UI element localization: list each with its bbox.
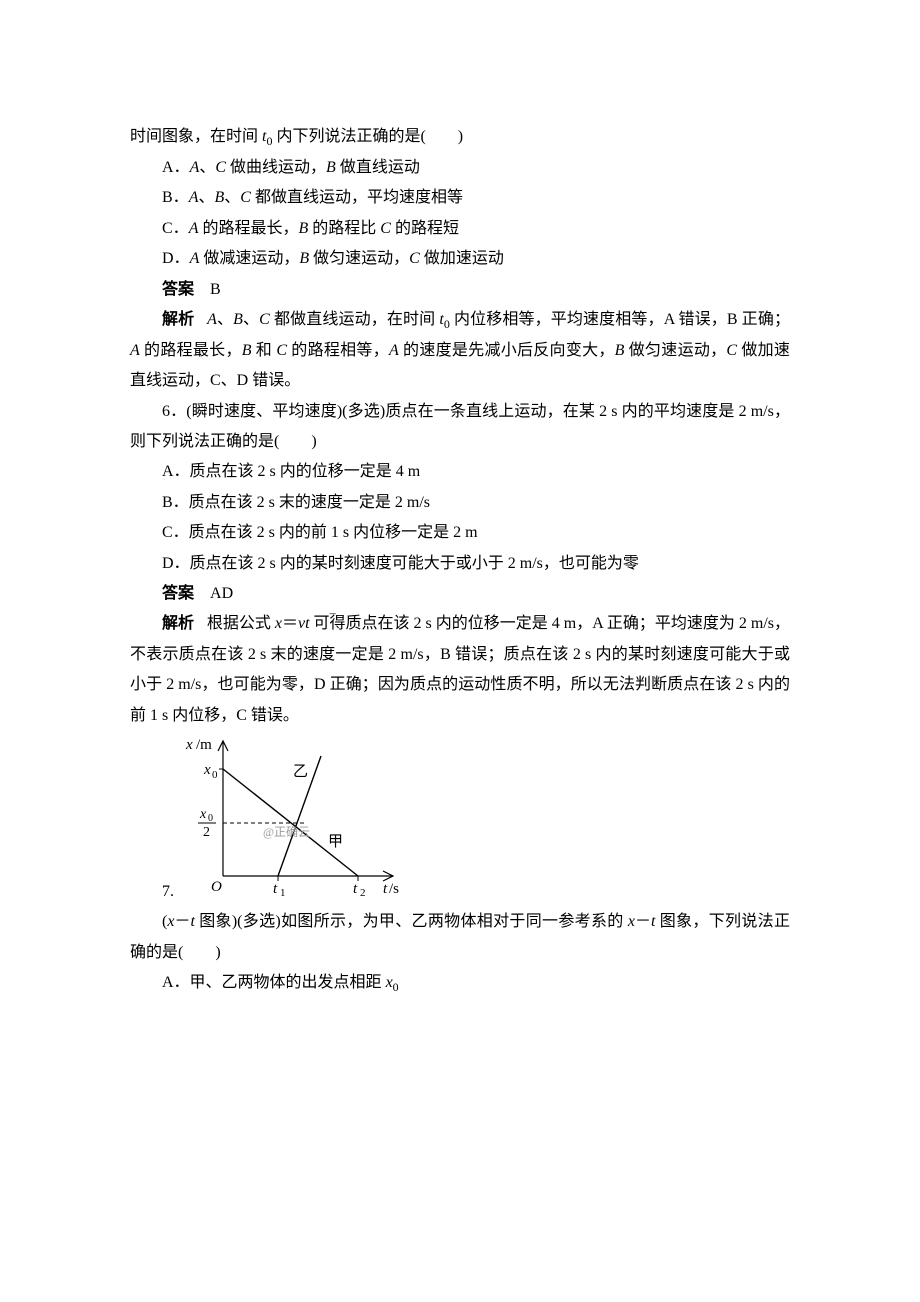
q6-option-c: C．质点在该 2 s 内的前 1 s 内位移一定是 2 m xyxy=(130,518,790,548)
text: 时间图象，在时间 t0 内下列说法正确的是( ) xyxy=(130,128,463,145)
q5-option-c: C．A 的路程最长，B 的路程比 C 的路程短 xyxy=(130,214,790,244)
q6-answer: 答案 AD xyxy=(130,579,790,609)
q6-option-d: D．质点在该 2 s 内的某时刻速度可能大于或小于 2 m/s，也可能为零 xyxy=(130,549,790,579)
q7-figure-row: x /m x 0 x 0 2 O t 1 t 2 t /s 乙 甲 @正确云 xyxy=(130,731,790,896)
q6-explain: 解析根据公式 x＝v‾t 可得质点在该 2 s 内的位移一定是 4 m，A 正确… xyxy=(130,609,790,731)
svg-text:2: 2 xyxy=(360,887,366,896)
svg-text:t: t xyxy=(383,881,388,896)
q6-option-b: B．质点在该 2 s 末的速度一定是 2 m/s xyxy=(130,488,790,518)
svg-text:/s: /s xyxy=(389,881,399,896)
q6-option-a: A．质点在该 2 s 内的位移一定是 4 m xyxy=(130,457,790,487)
svg-text:@正确云: @正确云 xyxy=(263,825,310,839)
q5-explain: 解析A、B、C 都做直线运动，在时间 t0 内位移相等，平均速度相等，A 错误，… xyxy=(130,305,790,397)
answer-label: 答案 xyxy=(162,585,194,602)
svg-text:t: t xyxy=(353,881,358,896)
q7-stem: (x－t 图象)(多选)如图所示，为甲、乙两物体相对于同一参考系的 x－t 图象… xyxy=(130,907,790,968)
svg-text:2: 2 xyxy=(203,825,210,840)
q5-answer: 答案 B xyxy=(130,275,790,305)
svg-text:1: 1 xyxy=(280,887,286,896)
svg-text:/m: /m xyxy=(196,737,212,753)
svg-text:x: x xyxy=(203,762,211,778)
svg-text:0: 0 xyxy=(212,769,218,781)
q5-option-b: B．A、B、C 都做直线运动，平均速度相等 xyxy=(130,183,790,213)
q6-stem: 6．(瞬时速度、平均速度)(多选)质点在一条直线上运动，在某 2 s 内的平均速… xyxy=(130,397,790,458)
svg-text:乙: 乙 xyxy=(293,764,308,780)
svg-text:x: x xyxy=(199,807,207,822)
answer-label: 答案 xyxy=(162,281,194,298)
svg-text:x: x xyxy=(185,737,193,753)
q5-option-a: A．A、C 做曲线运动，B 做直线运动 xyxy=(130,153,790,183)
q7-option-a: A．甲、乙两物体的出发点相距 x0 xyxy=(130,968,790,999)
q5-stem: 时间图象，在时间 t0 内下列说法正确的是( ) xyxy=(130,122,790,153)
q7-figure: x /m x 0 x 0 2 O t 1 t 2 t /s 乙 甲 @正确云 xyxy=(178,731,413,896)
answer-value: B xyxy=(210,281,221,298)
svg-text:0: 0 xyxy=(208,813,213,824)
q5-option-d: D．A 做减速运动，B 做匀速运动，C 做加速运动 xyxy=(130,244,790,274)
svg-text:t: t xyxy=(273,881,278,896)
explain-label: 解析 xyxy=(162,311,194,328)
explain-label: 解析 xyxy=(162,615,194,632)
svg-text:甲: 甲 xyxy=(328,834,343,850)
answer-value: AD xyxy=(210,585,233,602)
svg-text:O: O xyxy=(211,879,222,895)
